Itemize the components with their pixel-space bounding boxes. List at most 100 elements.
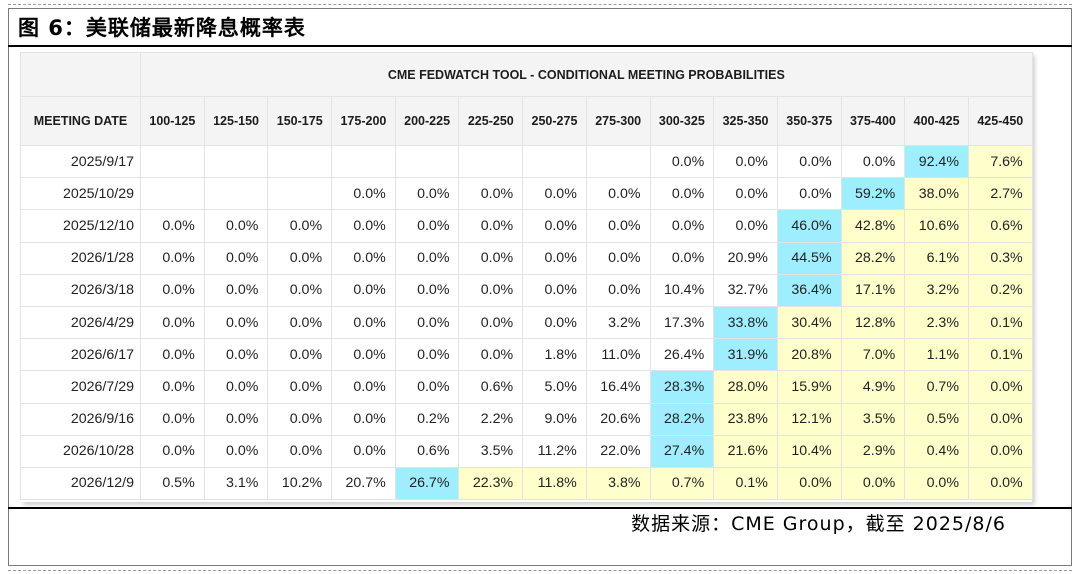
figure-frame (8, 8, 1072, 566)
probability-cell: 0.0% (331, 305, 396, 340)
probability-cell: 0.0% (776, 177, 842, 211)
meeting-date-cell: 2025/10/29 (20, 177, 141, 211)
probability-cell: 0.0% (458, 305, 524, 340)
meeting-date-cell: 2025/9/17 (20, 144, 141, 179)
probability-cell: 15.9% (776, 370, 842, 404)
probability-cell: 3.2% (904, 273, 969, 307)
probability-cell: 31.9% (713, 338, 778, 372)
probability-cell: 0.0% (140, 273, 205, 307)
probability-cell: 10.4% (776, 434, 842, 468)
probability-table-panel: CME FEDWATCH TOOL - CONDITIONAL MEETING … (20, 52, 1033, 502)
probability-cell: 4.9% (840, 370, 906, 404)
probability-cell: 0.0% (713, 144, 778, 179)
probability-cell: 0.0% (331, 273, 396, 307)
probability-cell: 0.6% (967, 209, 1033, 243)
probability-cell: 11.8% (522, 466, 587, 501)
meeting-date-cell: 2026/6/17 (20, 338, 141, 372)
rate-range-header: 125-150 (203, 96, 269, 146)
probability-cell: 38.0% (904, 177, 969, 211)
probability-cell (331, 144, 396, 179)
probability-cell: 0.0% (203, 241, 269, 275)
probability-cell: 0.0% (203, 402, 269, 436)
probability-cell: 0.6% (394, 434, 460, 468)
probability-cell (394, 144, 460, 179)
probability-cell: 11.2% (522, 434, 587, 468)
probability-cell: 0.0% (904, 466, 969, 501)
probability-cell: 0.0% (331, 209, 396, 243)
probability-cell: 22.3% (458, 466, 524, 501)
rate-range-header: 350-375 (776, 96, 842, 146)
probability-cell: 21.6% (713, 434, 778, 468)
probability-cell: 28.2% (840, 241, 906, 275)
rate-range-header: 300-325 (649, 96, 715, 146)
probability-cell: 0.0% (267, 241, 333, 275)
probability-cell: 0.0% (140, 338, 205, 372)
probability-cell: 0.0% (776, 466, 842, 501)
probability-cell: 12.8% (840, 305, 906, 340)
table-row: 2026/10/28 0.0% 0.0% 0.0% 0.0% 0.6% 3.5% 11.2% 2… (20, 434, 1033, 468)
probability-cell: 0.0% (140, 305, 205, 340)
probability-cell: 0.0% (267, 402, 333, 436)
probability-cell: 0.7% (904, 370, 969, 404)
probability-cell: 0.0% (967, 402, 1033, 436)
probability-cell: 3.8% (585, 466, 651, 501)
probability-cell: 0.0% (203, 305, 269, 340)
rate-range-header: 175-200 (331, 96, 396, 146)
probability-cell: 0.0% (331, 370, 396, 404)
probability-cell (267, 144, 333, 179)
rate-range-header: 425-450 (967, 96, 1033, 146)
probability-cell: 0.0% (267, 370, 333, 404)
probability-cell: 0.0% (331, 177, 396, 211)
probability-cell (267, 177, 333, 211)
probability-cell: 0.5% (904, 402, 969, 436)
probability-cell: 0.0% (967, 434, 1033, 468)
probability-cell: 92.4% (904, 144, 969, 179)
probability-cell: 10.4% (649, 273, 715, 307)
probability-cell: 0.0% (776, 144, 842, 179)
table-row: 2026/9/16 0.0% 0.0% 0.0% 0.0% 0.2% 2.2% 9.0% 20.… (20, 402, 1033, 436)
probability-cell: 7.0% (840, 338, 906, 372)
source-note: 数据来源：CME Group，截至 2025/8/6 (631, 513, 1006, 535)
probability-cell: 0.4% (904, 434, 969, 468)
meeting-date-cell: 2026/7/29 (20, 370, 141, 404)
probability-cell: 0.0% (394, 177, 460, 211)
probability-cell: 0.0% (331, 402, 396, 436)
probability-cell: 28.3% (649, 370, 715, 404)
rate-range-header: 150-175 (267, 96, 333, 146)
probability-cell: 2.2% (458, 402, 524, 436)
table-row: 2025/12/10 0.0% 0.0% 0.0% 0.0% 0.0% 0.0% 0.0% 0.… (20, 209, 1033, 243)
probability-cell: 0.0% (394, 241, 460, 275)
rate-range-header: 275-300 (585, 96, 651, 146)
probability-cell: 0.0% (394, 273, 460, 307)
table-row: 2026/3/18 0.0% 0.0% 0.0% 0.0% 0.0% 0.0% 0.0% 0.0… (20, 273, 1033, 307)
probability-cell: 0.6% (458, 370, 524, 404)
table-row: 2026/4/29 0.0% 0.0% 0.0% 0.0% 0.0% 0.0% 0.0% 3.2… (20, 305, 1033, 340)
probability-cell: 17.1% (840, 273, 906, 307)
probability-cell: 0.0% (967, 466, 1033, 501)
probability-cell: 17.3% (649, 305, 715, 340)
probability-cell: 0.0% (458, 241, 524, 275)
probability-cell: 10.2% (267, 466, 333, 501)
probability-cell: 23.8% (713, 402, 778, 436)
meeting-date-cell: 2026/12/9 (20, 466, 141, 501)
probability-cell: 0.3% (967, 241, 1033, 275)
table-row: 2026/1/28 0.0% 0.0% 0.0% 0.0% 0.0% 0.0% 0.0% 0.0… (20, 241, 1033, 275)
probability-cell: 0.0% (458, 338, 524, 372)
probability-cell: 0.0% (394, 209, 460, 243)
probability-cell: 0.0% (522, 305, 587, 340)
probability-cell: 0.0% (649, 177, 715, 211)
probability-cell: 0.0% (267, 434, 333, 468)
probability-cell: 0.0% (203, 338, 269, 372)
probability-cell: 0.2% (394, 402, 460, 436)
probability-cell: 2.7% (967, 177, 1033, 211)
probability-cell: 32.7% (713, 273, 778, 307)
probability-cell (585, 144, 651, 179)
probability-cell: 0.0% (713, 209, 778, 243)
corner-cell (20, 52, 141, 97)
probability-cell: 0.0% (267, 305, 333, 340)
probability-table: CME FEDWATCH TOOL - CONDITIONAL MEETING … (20, 52, 1033, 501)
probability-cell: 20.7% (331, 466, 396, 501)
probability-cell: 0.0% (522, 177, 587, 211)
probability-cell: 7.6% (967, 144, 1033, 179)
probability-cell: 26.4% (649, 338, 715, 372)
